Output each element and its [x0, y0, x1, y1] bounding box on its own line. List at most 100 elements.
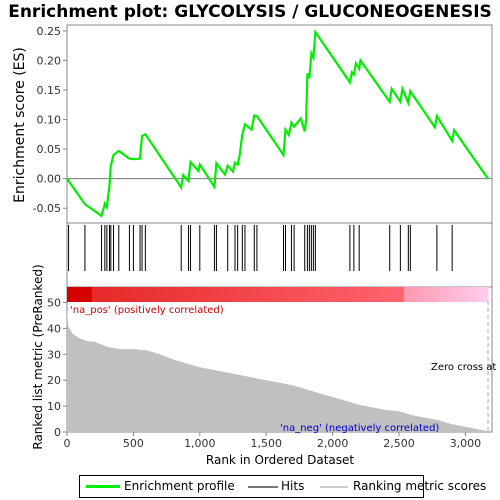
rank-color-segment: [453, 287, 459, 302]
zero-cross-label: Zero cross at 3: [431, 362, 500, 373]
pos-correlated-label: 'na_pos' (positively correlated): [70, 305, 224, 316]
rank-color-segment: [250, 287, 256, 302]
rank-color-segment: [265, 287, 271, 302]
rank-color-segment: [279, 287, 286, 302]
rank-color-segment: [175, 287, 182, 302]
x-tick-label: 500: [123, 437, 144, 450]
x-tick-label: 1,000: [184, 437, 216, 450]
metric-y-tick-label: 0: [54, 426, 61, 439]
rank-color-segment: [458, 287, 464, 302]
legend-hits-label: Hits: [281, 479, 305, 493]
rank-color-segment: [379, 287, 385, 302]
rank-color-segment: [106, 287, 113, 302]
rank-color-segment: [398, 287, 405, 302]
es-y-tick-label: -0.05: [33, 202, 61, 215]
rank-color-segment: [81, 287, 88, 302]
rank-color-segment: [344, 287, 350, 302]
rank-color-segment: [171, 287, 177, 302]
rank-color-segment: [96, 287, 103, 302]
rank-color-segment: [359, 287, 365, 302]
rank-color-segment: [294, 287, 301, 302]
rank-color-segment: [393, 287, 400, 302]
rank-color-segment: [423, 287, 430, 302]
rank-color-segment: [329, 287, 336, 302]
rank-color-segment: [483, 287, 489, 302]
rank-color-segment: [408, 287, 415, 302]
legend: Enrichment profile Hits Ranking metric s…: [79, 475, 486, 498]
rank-color-segment: [111, 287, 118, 302]
rank-color-segment: [349, 287, 355, 302]
rank-color-segment: [185, 287, 192, 302]
rank-color-segment: [67, 287, 73, 302]
x-axis-label: Rank in Ordered Dataset: [206, 453, 354, 467]
metric-y-tick-label: 40: [47, 322, 61, 335]
x-tick-label: 3,000: [450, 437, 482, 450]
rank-color-segment: [374, 287, 380, 302]
x-tick-label: 2,000: [317, 437, 349, 450]
rank-color-segment: [131, 287, 137, 302]
rank-color-segment: [384, 287, 390, 302]
rank-color-segment: [354, 287, 360, 302]
chart-title: Enrichment plot: GLYCOLYSIS / GLUCONEOGE…: [8, 2, 492, 22]
metric-y-tick-label: 30: [47, 348, 61, 361]
legend-enrichment-label: Enrichment profile: [124, 479, 235, 493]
legend-metric-line: [320, 486, 348, 488]
es-y-tick-label: 0.05: [37, 143, 62, 156]
rank-color-segment: [151, 287, 157, 302]
rank-color-segment: [76, 287, 83, 302]
legend-hits-line: [248, 486, 278, 488]
x-tick-label: 1,500: [250, 437, 282, 450]
rank-color-segment: [289, 287, 296, 302]
rank-color-segment: [255, 287, 261, 302]
rank-color-segment: [180, 287, 187, 302]
rank-color-segment: [309, 287, 316, 302]
rank-color-segment: [166, 287, 172, 302]
rank-color-segment: [240, 287, 246, 302]
rank-color-segment: [403, 287, 410, 302]
rank-color-segment: [205, 287, 212, 302]
rank-color-segment: [473, 287, 479, 302]
rank-color-segment: [260, 287, 266, 302]
rank-color-segment: [299, 287, 306, 302]
metric-y-tick-label: 20: [47, 374, 61, 387]
rank-color-segment: [468, 287, 474, 302]
neg-correlated-label: 'na_neg' (negatively correlated): [280, 423, 439, 434]
rank-color-segment: [225, 287, 232, 302]
es-y-tick-label: 0.20: [37, 54, 62, 67]
rank-color-segment: [369, 287, 375, 302]
rank-color-segment: [319, 287, 326, 302]
x-tick-label: 2,500: [383, 437, 415, 450]
rank-color-segment: [438, 287, 445, 302]
hits-panel-frame: [66, 222, 493, 288]
es-y-tick-label: 0.10: [37, 114, 62, 127]
rank-color-segment: [428, 287, 435, 302]
rank-color-segment: [448, 287, 454, 302]
rank-color-segment: [156, 287, 162, 302]
es-y-tick-label: 0.25: [37, 25, 62, 38]
rank-color-segment: [339, 287, 345, 302]
rank-color-segment: [121, 287, 128, 302]
rank-color-segment: [284, 287, 291, 302]
rank-color-segment: [388, 287, 395, 302]
rank-color-segment: [433, 287, 440, 302]
rank-color-segment: [245, 287, 251, 302]
es-y-tick-label: 0.00: [37, 173, 62, 186]
rank-color-segment: [146, 287, 152, 302]
rank-color-segment: [334, 287, 341, 302]
rank-color-segment: [463, 287, 469, 302]
rank-color-segment: [235, 287, 241, 302]
rank-color-segment: [91, 287, 98, 302]
rank-color-segment: [443, 287, 449, 302]
rank-color-segment: [324, 287, 331, 302]
rank-color-segment: [101, 287, 108, 302]
rank-color-segment: [210, 287, 217, 302]
rank-color-segment: [478, 287, 484, 302]
metric-y-tick-label: 50: [47, 297, 61, 310]
rank-color-segment: [71, 287, 78, 302]
es-y-axis-label: Enrichment score (ES): [12, 47, 28, 203]
rank-color-segment: [220, 287, 227, 302]
rank-color-segment: [314, 287, 321, 302]
rank-color-segment: [190, 287, 197, 302]
rank-color-segment: [304, 287, 311, 302]
rank-color-segment: [418, 287, 425, 302]
